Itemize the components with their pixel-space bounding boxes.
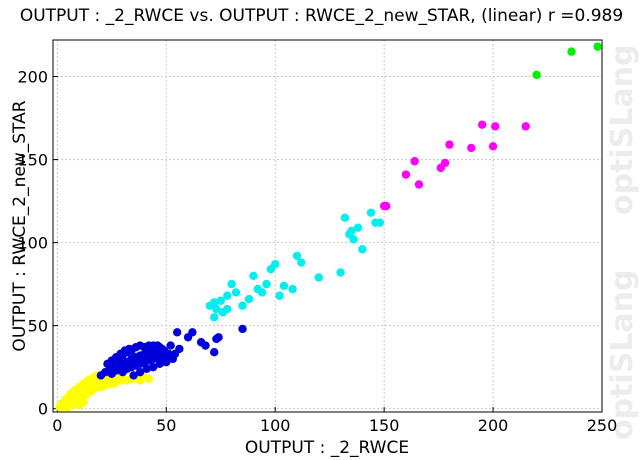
data-point xyxy=(212,304,221,314)
data-point xyxy=(155,359,164,369)
data-point xyxy=(170,349,180,359)
data-point xyxy=(262,279,271,289)
x-tick-label: 250 xyxy=(587,416,618,435)
data-point xyxy=(223,291,232,300)
data-point xyxy=(297,258,306,267)
data-point xyxy=(314,273,323,282)
data-point xyxy=(382,201,391,211)
data-point xyxy=(61,402,71,412)
chart-title: OUTPUT : _2_RWCE vs. OUTPUT : RWCE_2_new… xyxy=(19,6,624,26)
data-points xyxy=(55,42,602,412)
data-point xyxy=(212,334,221,344)
data-point xyxy=(410,157,419,166)
data-point xyxy=(336,268,345,277)
data-point xyxy=(279,281,289,290)
data-point xyxy=(567,47,576,56)
data-point xyxy=(238,301,247,310)
data-point xyxy=(353,223,363,232)
data-point xyxy=(210,313,219,322)
plot-frame xyxy=(52,39,603,413)
y-tick-label: 0 xyxy=(38,400,48,419)
data-point xyxy=(375,218,384,227)
data-point xyxy=(488,142,498,151)
data-point xyxy=(292,251,302,261)
y-axis-ticks: 0 50 100 150 200 xyxy=(17,68,58,419)
data-point xyxy=(440,158,450,168)
data-point xyxy=(64,392,73,402)
x-tick-label: 100 xyxy=(260,416,291,435)
data-point xyxy=(288,284,297,294)
data-point xyxy=(210,348,219,357)
data-point xyxy=(467,143,476,153)
grid-lines xyxy=(53,40,603,412)
data-point xyxy=(144,374,154,383)
y-tick-label: 100 xyxy=(17,234,48,253)
y-tick-label: 200 xyxy=(17,68,48,87)
x-tick-label: 200 xyxy=(478,416,509,435)
data-point xyxy=(231,288,241,297)
data-point xyxy=(249,271,258,281)
data-point xyxy=(149,362,158,372)
data-point xyxy=(210,298,219,307)
data-point xyxy=(166,341,175,350)
y-tick-label: 50 xyxy=(28,317,48,336)
data-point xyxy=(349,235,358,244)
watermark-bottom: optiSLang xyxy=(605,269,640,440)
data-point xyxy=(129,371,138,380)
data-point xyxy=(358,245,367,254)
data-point xyxy=(366,208,376,217)
data-point xyxy=(401,170,411,179)
y-tick-label: 150 xyxy=(17,151,48,170)
data-point xyxy=(414,180,424,189)
x-axis-label: OUTPUT : _2_RWCE xyxy=(245,438,409,458)
data-point xyxy=(532,70,541,80)
x-tick-label: 0 xyxy=(52,416,62,435)
data-point xyxy=(116,376,125,385)
y-axis-label: OUTPUT : RWCE_2_new_STAR xyxy=(10,100,30,351)
watermark-top: optiSLang xyxy=(605,44,640,215)
data-point xyxy=(162,357,171,367)
data-point xyxy=(257,288,267,297)
data-point xyxy=(347,226,356,236)
data-point xyxy=(244,294,254,304)
data-point xyxy=(521,122,530,131)
x-axis-ticks: 0 50 100 150 200 250 xyxy=(52,407,617,435)
data-point xyxy=(216,296,225,305)
data-point xyxy=(79,397,88,407)
data-point xyxy=(227,279,236,289)
data-point xyxy=(477,120,487,129)
data-point xyxy=(164,349,173,359)
x-tick-label: 50 xyxy=(156,416,176,435)
data-point xyxy=(271,259,280,269)
data-point xyxy=(445,140,454,149)
data-point xyxy=(223,304,232,314)
data-point xyxy=(491,122,500,131)
watermark-group: optiSLang optiSLang xyxy=(605,44,640,440)
data-point xyxy=(201,341,210,350)
data-point xyxy=(172,328,182,337)
x-tick-label: 150 xyxy=(369,416,400,435)
data-point xyxy=(593,42,602,51)
data-point xyxy=(340,213,350,222)
data-point xyxy=(142,364,151,374)
data-point xyxy=(275,291,284,300)
data-point xyxy=(125,344,134,354)
data-point xyxy=(135,367,145,377)
data-point xyxy=(188,328,197,337)
data-point xyxy=(238,324,247,334)
